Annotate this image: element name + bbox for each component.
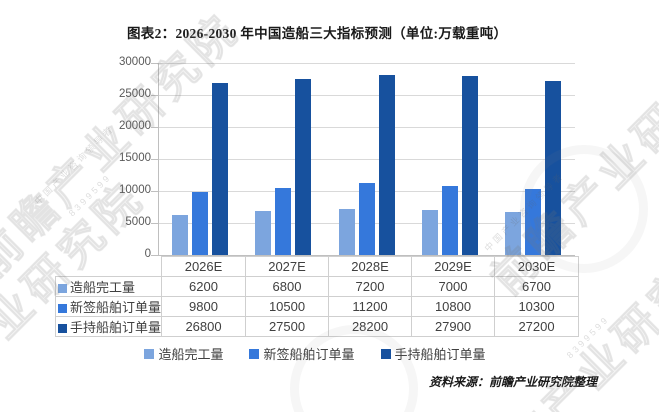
table-rowheader-造船完工量: 造船完工量: [54, 276, 163, 297]
table-cell-2030E-手持船舶订单量: 27200: [494, 316, 580, 337]
legend-label: 造船完工量: [158, 347, 224, 362]
table-cell-2029E-新签船舶订单量: 10800: [411, 296, 496, 317]
data-table-grid: 2026E 2027E 2028E 2029E 2030E 造船完工量 6200 6800 72…: [54, 256, 580, 337]
gridline-25000: [158, 95, 575, 96]
y-tick-label-15000: 15000: [119, 152, 151, 164]
table-cell-2027E-新签船舶订单量: 10500: [245, 296, 330, 317]
table-header-2030E: 2030E: [494, 256, 580, 277]
bar-2028E-手持船舶订单量: [378, 75, 395, 255]
chart-title: 图表2：2026-2030 年中国造船三大指标预测（单位:万载重吨）: [127, 26, 508, 41]
legend-item-新签船舶订单量: 新签船舶订单量: [249, 344, 355, 363]
table-cell-2026E-手持船舶订单量: 26800: [161, 316, 247, 337]
bar-2029E-造船完工量: [421, 210, 438, 255]
legend-label: 新签船舶订单量: [263, 347, 355, 362]
y-tick-label-5000: 5000: [125, 216, 151, 228]
y-tick-5000: [151, 223, 158, 224]
y-tick-label-25000: 25000: [119, 88, 151, 100]
table-cell-2028E-手持船舶订单量: 28200: [328, 316, 413, 337]
watermark-tagline-topleft: 中国产业咨询领导者: [32, 123, 117, 207]
data-table: 2026E 2027E 2028E 2029E 2030E 造船完工量 6200 6800 72…: [54, 256, 580, 337]
legend-label: 手持船舶订单量: [394, 347, 486, 362]
legend-key-icon: [144, 348, 155, 359]
bar-2027E-造船完工量: [255, 211, 272, 255]
table-corner-cell: [56, 257, 162, 277]
series-key-icon: [58, 304, 67, 313]
table-rowheader-新签船舶订单量: 新签船舶订单量: [54, 296, 163, 317]
legend-key-icon: [380, 348, 391, 359]
table-cell-2030E-造船完工量: 6700: [494, 276, 580, 297]
y-tick-10000: [151, 191, 158, 192]
table-row-手持船舶订单量: 手持船舶订单量 26800 27500 28200 27900 27200: [54, 316, 580, 337]
source-note: 资料来源：前瞻产业研究院整理: [428, 375, 597, 389]
table-cell-2029E-造船完工量: 7000: [411, 276, 496, 297]
table-cell-2026E-造船完工量: 6200: [161, 276, 247, 297]
table-header-2029E: 2029E: [411, 256, 496, 277]
bar-2026E-新签船舶订单量: [191, 192, 208, 255]
y-tick-label-10000: 10000: [119, 184, 151, 196]
table-header-2026E: 2026E: [161, 256, 247, 277]
y-tick-20000: [151, 127, 158, 128]
legend-item-造船完工量: 造船完工量: [144, 344, 223, 363]
table-rowheader-手持船舶订单量: 手持船舶订单量: [54, 316, 163, 337]
bar-2026E-手持船舶订单量: [211, 83, 228, 255]
series-key-icon: [58, 284, 67, 293]
bar-2030E-手持船舶订单量: [545, 81, 562, 255]
y-tick-30000: [151, 63, 158, 64]
bar-2027E-新签船舶订单量: [275, 188, 292, 255]
bar-2029E-新签船舶订单量: [441, 186, 458, 255]
series-key-icon: [58, 324, 67, 333]
legend-key-icon: [249, 348, 260, 359]
table-cell-2027E-造船完工量: 6800: [245, 276, 330, 297]
gridline-15000: [158, 159, 575, 160]
y-tick-label-30000: 30000: [119, 56, 151, 68]
y-tick-25000: [151, 95, 158, 96]
bar-2028E-新签船舶订单量: [358, 183, 375, 255]
gridline-30000: [158, 63, 575, 64]
table-row-新签船舶订单量: 新签船舶订单量 9800 10500 11200 10800 10300: [54, 296, 580, 317]
x-axis-line: [158, 255, 575, 256]
chart-legend: 造船完工量 新签船舶订单量 手持船舶订单量: [55, 344, 575, 363]
table-header-2028E: 2028E: [328, 256, 413, 277]
table-cell-2028E-造船完工量: 7200: [328, 276, 413, 297]
y-tick-label-20000: 20000: [119, 120, 151, 132]
gridline-20000: [158, 127, 575, 128]
legend-item-手持船舶订单量: 手持船舶订单量: [380, 344, 486, 363]
table-cell-2028E-新签船舶订单量: 11200: [328, 296, 413, 317]
table-cell-2026E-新签船舶订单量: 9800: [161, 296, 247, 317]
y-tick-label-0: 0: [144, 248, 151, 260]
y-tick-15000: [151, 159, 158, 160]
bar-2026E-造船完工量: [171, 215, 188, 255]
table-cell-2030E-新签船舶订单量: 10300: [494, 296, 580, 317]
table-row-造船完工量: 造船完工量 6200 6800 7200 7000 6700: [54, 276, 580, 297]
table-header-2027E: 2027E: [245, 256, 330, 277]
bar-2030E-新签船舶订单量: [525, 189, 542, 255]
y-axis-line: [158, 63, 159, 255]
bar-2027E-手持船舶订单量: [295, 79, 312, 255]
bar-2028E-造船完工量: [338, 209, 355, 255]
bar-2029E-手持船舶订单量: [461, 76, 478, 255]
watermark-logo-circle-bottom: [290, 325, 418, 412]
y-tick-0: [151, 255, 158, 256]
table-cell-2027E-手持船舶订单量: 27500: [245, 316, 330, 337]
table-cell-2029E-手持船舶订单量: 27900: [411, 316, 496, 337]
bar-2030E-造船完工量: [505, 212, 522, 255]
